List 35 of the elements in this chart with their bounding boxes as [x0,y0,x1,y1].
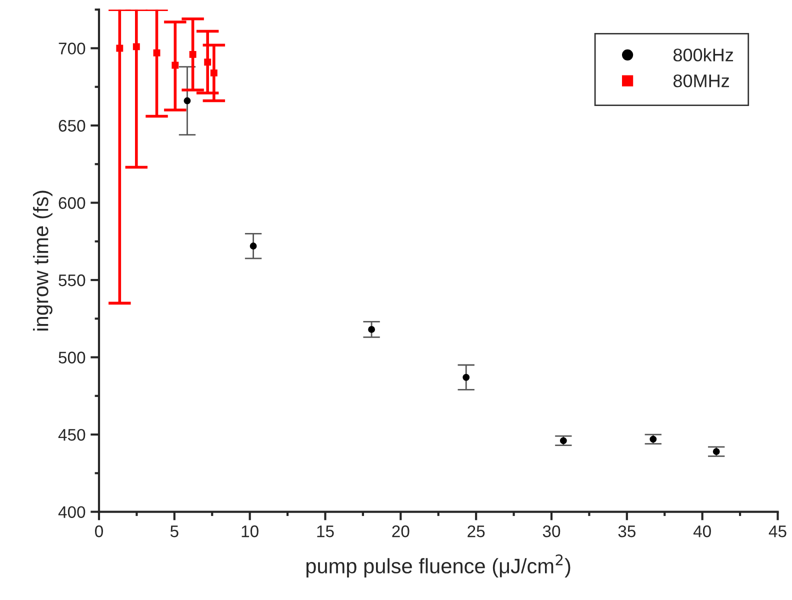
point [650,436,657,443]
x-axis-title: pump pulse fluence (μJ/cm$^{2}$) [306,554,570,578]
point [462,374,470,381]
point [368,326,376,333]
point [172,62,179,69]
point [712,448,720,456]
y-axis-title: ingrow time (fs) [33,190,52,330]
x-tick-label: 0 [95,525,103,538]
point [132,43,140,50]
x-tick-label: 25 [468,525,485,538]
point [189,50,196,58]
x-tick-label: 45 [768,526,786,538]
x-tick-label: 40 [693,525,711,538]
point [250,242,257,250]
y-tick-label: 550 [58,274,86,286]
point [184,97,191,104]
x-tick-label: 35 [618,525,636,538]
point [560,437,567,444]
y-tick-label: 650 [58,120,86,132]
x-tick-label: 30 [542,525,560,538]
y-tick-label: 700 [58,42,86,54]
y-tick-label: 500 [58,352,86,364]
point [153,49,160,56]
y-tick-label: 400 [58,506,86,518]
point [210,69,218,76]
y-tick-label: 450 [58,428,86,441]
x-tick-label: 15 [317,526,334,538]
legend-label: 800kHz [673,48,734,62]
x-tick-label: 5 [170,526,178,538]
legend-label: 80MHz [673,74,729,88]
point [204,58,212,66]
x-tick-label: 20 [392,525,410,538]
point [116,44,124,52]
y-tick-label: 600 [58,197,86,209]
x-tick-label: 10 [242,525,258,538]
